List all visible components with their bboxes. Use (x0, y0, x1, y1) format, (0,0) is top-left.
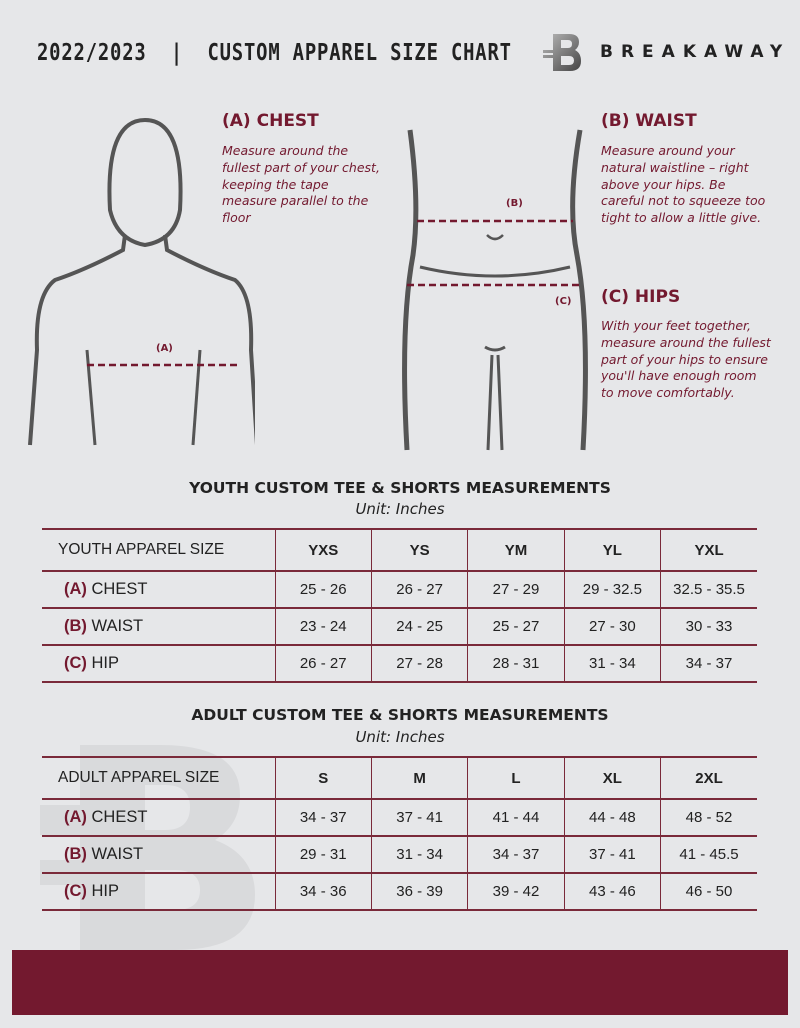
table-header-row: ADULT APPAREL SIZE S M L XL 2XL (42, 756, 757, 800)
measurement-letter: (C) (64, 654, 87, 672)
measurement-name: CHEST (91, 580, 148, 598)
footer-bar (12, 950, 788, 1015)
adult-size-table: ADULT APPAREL SIZE S M L XL 2XL (A) CHEST 34 - … (42, 756, 757, 911)
measurement-letter: (B) (64, 845, 87, 863)
size-column-header: M (370, 756, 468, 800)
youth-size-table: YOUTH APPAREL SIZE YXS YS YM YL YXL (A) CHEST 2… (42, 528, 757, 683)
table-row: (A) CHEST 34 - 37 37 - 41 41 - 44 44 - 48 48 … (42, 798, 757, 837)
table-cell: 48 - 52 (660, 798, 757, 837)
measurement-label: (B) WAIST (42, 607, 275, 646)
table-row: (A) CHEST 25 - 26 26 - 27 27 - 29 29 - 32.5 3… (42, 570, 757, 609)
table-header-row: YOUTH APPAREL SIZE YXS YS YM YL YXL (42, 528, 757, 572)
size-column-header: XL (563, 756, 661, 800)
measurement-label: (A) CHEST (42, 798, 275, 837)
table-cell: 30 - 33 (660, 607, 757, 646)
table-row: (C) HIP 26 - 27 27 - 28 28 - 31 31 - 34 34 - … (42, 644, 757, 683)
table-cell: 27 - 28 (370, 644, 468, 683)
table-cell: 34 - 37 (467, 835, 565, 874)
size-header: ADULT APPAREL SIZE (42, 756, 275, 800)
chest-marker: (A) (156, 343, 173, 354)
adult-table-title: ADULT CUSTOM TEE & SHORTS MEASUREMENTS (191, 706, 609, 724)
waist-marker: (B) (506, 198, 523, 209)
size-column-header: YS (370, 528, 468, 572)
size-column-header: YM (467, 528, 565, 572)
hips-marker: (C) (555, 296, 572, 307)
size-column-header: S (274, 756, 372, 800)
adult-unit: Unit: Inches (355, 728, 445, 746)
waist-heading: (B) WAIST (601, 111, 697, 131)
chest-heading: (A) CHEST (222, 111, 319, 131)
measurement-name: HIP (91, 654, 120, 672)
table-cell: 32.5 - 35.5 (660, 570, 757, 609)
table-cell: 29 - 32.5 (563, 570, 661, 609)
youth-table-title: YOUTH CUSTOM TEE & SHORTS MEASUREMENTS (189, 479, 611, 497)
brand-name: BREAKAWAY (600, 42, 791, 62)
upper-body-figure (28, 117, 255, 446)
hips-heading: (C) HIPS (601, 287, 681, 307)
size-column-header: YL (563, 528, 661, 572)
size-column-header: 2XL (660, 756, 757, 800)
table-cell: 37 - 41 (563, 835, 661, 874)
measurement-letter: (C) (64, 882, 87, 900)
measurement-name: HIP (91, 882, 120, 900)
measurement-label: (B) WAIST (42, 835, 275, 874)
table-cell: 26 - 27 (274, 644, 372, 683)
table-cell: 44 - 48 (563, 798, 661, 837)
table-cell: 31 - 34 (370, 835, 468, 874)
lower-body-figure (402, 129, 588, 451)
measurement-name: CHEST (91, 808, 148, 826)
size-column-header: YXL (660, 528, 757, 572)
measurement-letter: (A) (64, 580, 87, 598)
table-cell: 25 - 26 (274, 570, 372, 609)
page-title: 2022/2023 | CUSTOM APPAREL SIZE CHART (37, 40, 512, 66)
table-cell: 23 - 24 (274, 607, 372, 646)
measurement-name: WAIST (91, 617, 144, 635)
table-cell: 34 - 37 (660, 644, 757, 683)
table-row: (B) WAIST 29 - 31 31 - 34 34 - 37 37 - 41 41 … (42, 835, 757, 874)
size-column-header: L (467, 756, 565, 800)
table-cell: 36 - 39 (370, 872, 468, 911)
table-cell: 27 - 29 (467, 570, 565, 609)
measurement-label: (A) CHEST (42, 570, 275, 609)
table-cell: 28 - 31 (467, 644, 565, 683)
table-cell: 43 - 46 (563, 872, 661, 911)
youth-unit: Unit: Inches (355, 500, 445, 518)
measurement-label: (C) HIP (42, 872, 275, 911)
measurement-label: (C) HIP (42, 644, 275, 683)
measurement-letter: (A) (64, 808, 87, 826)
size-header: YOUTH APPAREL SIZE (42, 528, 275, 572)
table-row: (B) WAIST 23 - 24 24 - 25 25 - 27 27 - 30 30 … (42, 607, 757, 646)
table-cell: 31 - 34 (563, 644, 661, 683)
table-cell: 26 - 27 (370, 570, 468, 609)
measurement-name: WAIST (91, 845, 144, 863)
table-cell: 29 - 31 (274, 835, 372, 874)
table-cell: 34 - 36 (274, 872, 372, 911)
measurement-letter: (B) (64, 617, 87, 635)
table-cell: 24 - 25 (370, 607, 468, 646)
chest-description: Measure around the fullest part of your … (222, 143, 380, 226)
breakaway-logo-icon (543, 34, 581, 71)
size-column-header: YXS (274, 528, 372, 572)
waist-description: Measure around your natural waistline – … (601, 143, 766, 226)
table-cell: 41 - 44 (467, 798, 565, 837)
hips-description: With your feet together, measure around … (601, 318, 771, 401)
table-row: (C) HIP 34 - 36 36 - 39 39 - 42 43 - 46 46 - … (42, 872, 757, 911)
table-cell: 41 - 45.5 (660, 835, 757, 874)
table-cell: 37 - 41 (370, 798, 468, 837)
table-cell: 27 - 30 (563, 607, 661, 646)
table-cell: 39 - 42 (467, 872, 565, 911)
table-cell: 46 - 50 (660, 872, 757, 911)
table-cell: 34 - 37 (274, 798, 372, 837)
table-cell: 25 - 27 (467, 607, 565, 646)
